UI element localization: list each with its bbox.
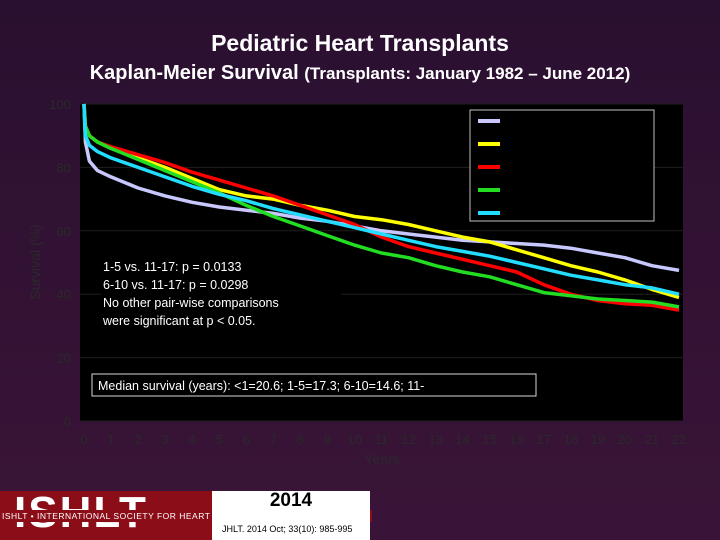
x-tick-label: 22 [672, 432, 686, 447]
x-tick-label: 3 [162, 432, 169, 447]
y-axis-label: Survival (%) [27, 224, 43, 299]
x-tick-label: 4 [189, 432, 196, 447]
x-tick-label: 9 [324, 432, 331, 447]
annotation-box [101, 254, 341, 330]
subtitle-date-range: (Transplants: January 1982 – June 2012) [304, 64, 631, 83]
y-tick-label: 100 [49, 97, 71, 112]
median-box [91, 373, 537, 397]
series-line-3 [82, 103, 680, 312]
citation-year: 2014 [269, 490, 313, 511]
x-axis-label: Years [364, 451, 399, 467]
y-tick-label: 60 [57, 224, 71, 239]
x-tick-label: 12 [401, 432, 415, 447]
y-tick-label: 40 [57, 287, 71, 302]
legend-box [469, 109, 655, 222]
y-tick-label: 80 [57, 160, 71, 175]
x-tick-label: 8 [297, 432, 304, 447]
x-tick-label: 18 [564, 432, 578, 447]
citation-box [212, 491, 370, 540]
x-tick-label: 13 [428, 432, 442, 447]
series-line-4 [82, 103, 680, 309]
x-tick-label: 20 [618, 432, 632, 447]
subtitle-main: Kaplan-Meier Survival [89, 62, 299, 84]
x-tick-label: 6 [243, 432, 250, 447]
x-tick-label: 15 [482, 432, 496, 447]
x-tick-label: 1 [107, 432, 114, 447]
x-tick-label: 0 [80, 432, 87, 447]
x-tick-label: 21 [645, 432, 659, 447]
legend [478, 119, 500, 215]
x-tick-label: 11 [375, 432, 389, 447]
citation-reference: JHLT. 2014 Oct; 33(10): 985-995 [222, 524, 353, 534]
annotation-line-1: 1-5 vs. 11-17: p = 0.0133 [103, 260, 241, 274]
x-tick-label: 2 [134, 432, 141, 447]
x-tick-label: 17 [537, 432, 551, 447]
y-axis-ticks: 0 20 40 60 80 100 [49, 97, 71, 429]
x-tick-label: 14 [455, 432, 469, 447]
x-tick-label: 10 [347, 432, 361, 447]
x-tick-label: 16 [509, 432, 523, 447]
x-axis-ticks: 0 1 2 3 4 5 6 7 8 9 10 11 12 13 14 15 16 17 18 19 20 21 22 [80, 432, 686, 447]
series-line-5 [82, 103, 680, 296]
chart-subtitle: Kaplan-Meier Survival (Transplants: Janu… [0, 62, 720, 85]
y-tick-label: 20 [57, 351, 71, 366]
chart-title: Pediatric Heart Transplants [211, 30, 509, 56]
annotation-line-3: No other pair-wise comparisons [103, 296, 279, 310]
x-tick-label: 19 [591, 432, 605, 447]
median-survival-text: Median survival (years): <1=20.6; 1-5=17… [98, 379, 424, 393]
x-tick-label: 5 [216, 432, 223, 447]
annotation-line-4: were significant at p < 0.05. [102, 314, 256, 328]
x-tick-label: 7 [270, 432, 277, 447]
series-layer [82, 103, 680, 312]
y-tick-label: 0 [64, 414, 71, 429]
annotation-line-2: 6-10 vs. 11-17: p = 0.0298 [103, 278, 248, 292]
